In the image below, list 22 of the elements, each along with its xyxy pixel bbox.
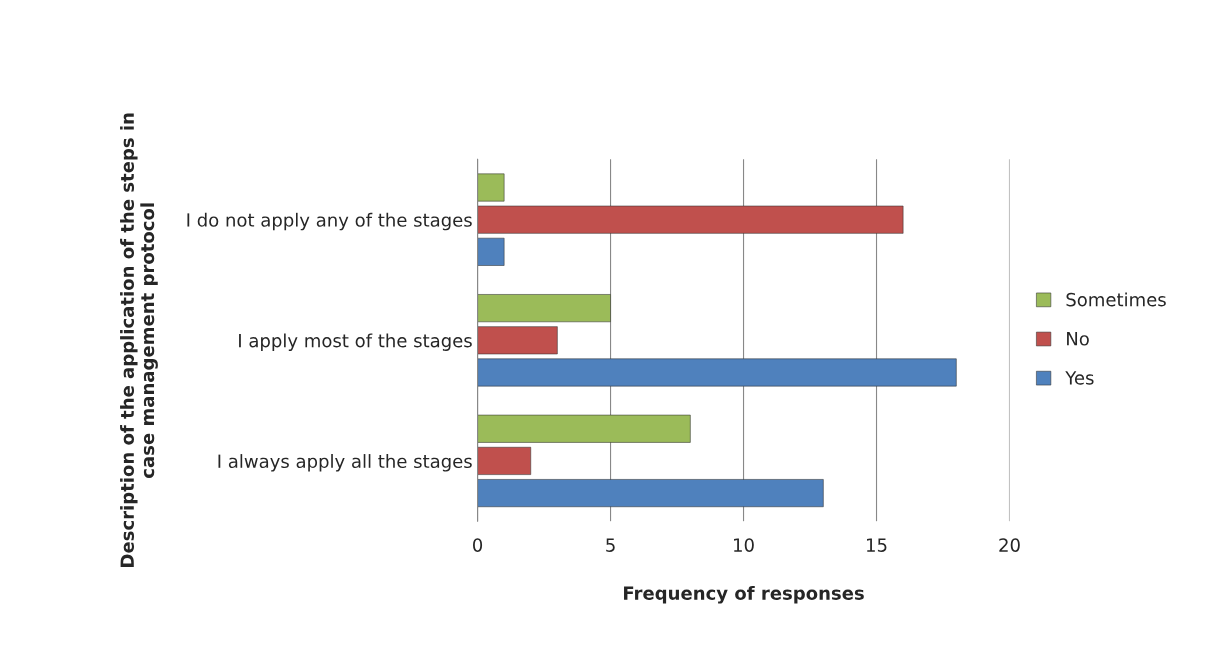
bar xyxy=(477,479,824,508)
x-tick-label: 0 xyxy=(473,538,483,552)
y-axis-title: Description of the application of the steps in case management protocol xyxy=(120,113,158,567)
y-tick-label: I always apply all the stages xyxy=(218,454,472,472)
x-tick-label: 5 xyxy=(606,538,615,552)
y-tick-label: I do not apply any of the stages xyxy=(187,212,472,231)
bar xyxy=(477,326,558,355)
legend-label: Sometimes xyxy=(1066,292,1166,307)
bar xyxy=(477,173,505,202)
bar xyxy=(477,205,904,234)
bar xyxy=(477,446,532,475)
bar xyxy=(477,414,691,443)
legend-label: Yes xyxy=(1065,371,1094,385)
bar xyxy=(477,358,957,387)
x-axis-title: Frequency of responses xyxy=(624,585,864,604)
x-tick-label: 15 xyxy=(867,538,887,552)
x-tick-label: 10 xyxy=(734,538,754,552)
y-tick-label: I apply most of the stages xyxy=(239,333,472,351)
x-tick-label: 20 xyxy=(999,538,1020,552)
bar xyxy=(477,294,611,323)
bar xyxy=(477,237,505,266)
legend-label: No xyxy=(1067,332,1089,346)
